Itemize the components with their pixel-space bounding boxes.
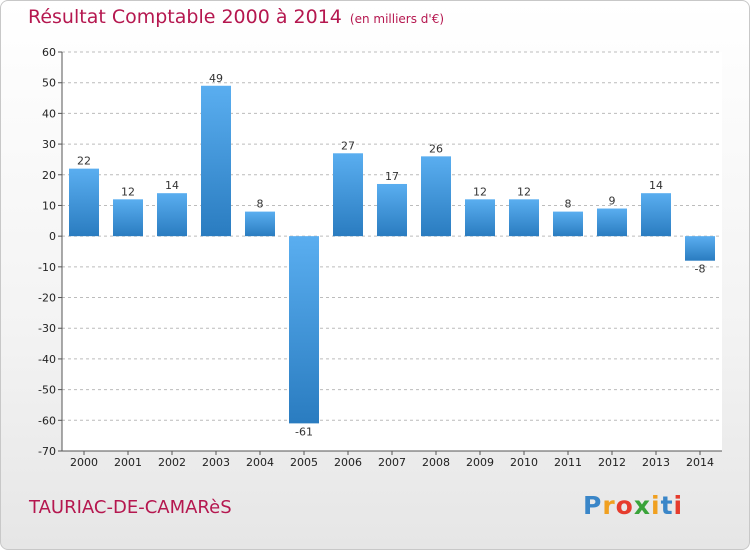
x-tick-label-2008: 2008 — [422, 456, 450, 469]
bar-2000 — [69, 168, 99, 237]
y-tick-label: -20 — [38, 292, 56, 305]
bar-2008 — [421, 156, 451, 237]
x-tick-label-2002: 2002 — [158, 456, 186, 469]
bar-2002 — [157, 193, 187, 237]
data-label-2013: 14 — [649, 179, 663, 192]
x-tick-label-2006: 2006 — [334, 456, 362, 469]
y-tick-label: 0 — [49, 230, 56, 243]
bar-2013 — [641, 193, 671, 237]
x-tick-label-2009: 2009 — [466, 456, 494, 469]
commune-name: TAURIAC-DE-CAMARèS — [29, 497, 232, 518]
data-label-2003: 49 — [209, 72, 223, 85]
y-tick-label: -50 — [38, 384, 56, 397]
bar-2004 — [245, 211, 275, 237]
x-tick-label-2013: 2013 — [642, 456, 670, 469]
logo-letter: r — [602, 491, 616, 520]
x-tick-label-2001: 2001 — [114, 456, 142, 469]
y-tick-label: -60 — [38, 414, 56, 427]
data-label-2005: -61 — [295, 425, 313, 438]
data-label-2014: -8 — [695, 263, 706, 276]
y-tick-label: 60 — [42, 46, 56, 59]
x-tick-label-2005: 2005 — [290, 456, 318, 469]
data-label-2007: 17 — [385, 170, 399, 183]
x-tick-label-2003: 2003 — [202, 456, 230, 469]
chart-subtitle: (en milliers d'€) — [349, 12, 445, 26]
bar-2007 — [377, 183, 407, 237]
bar-2006 — [333, 153, 363, 237]
logo-letter: o — [615, 491, 634, 520]
x-tick-label-2004: 2004 — [246, 456, 274, 469]
y-tick-label: 20 — [42, 169, 56, 182]
x-tick-label-2010: 2010 — [510, 456, 538, 469]
y-tick-label: -10 — [38, 261, 56, 274]
y-tick-label: -40 — [38, 353, 56, 366]
y-tick-label: 50 — [42, 77, 56, 90]
y-tick-label: 40 — [42, 107, 56, 120]
bar-2009 — [465, 199, 495, 237]
logo-letter: i — [651, 491, 661, 520]
bar-2003 — [201, 85, 231, 237]
chart-title: Résultat Comptable 2000 à 2014 (en millie… — [28, 6, 444, 28]
data-label-2000: 22 — [77, 155, 91, 168]
y-tick-label: -70 — [38, 445, 56, 458]
logo-letter: t — [660, 491, 674, 520]
data-label-2009: 12 — [473, 185, 487, 198]
x-tick-label-2012: 2012 — [598, 456, 626, 469]
data-label-2012: 9 — [609, 195, 616, 208]
data-label-2006: 27 — [341, 139, 355, 152]
plot-area — [62, 52, 722, 451]
bar-2005 — [289, 236, 319, 424]
data-label-2011: 8 — [565, 198, 572, 211]
data-label-2010: 12 — [517, 185, 531, 198]
data-label-2002: 14 — [165, 179, 179, 192]
logo-letter: P — [583, 491, 603, 520]
y-tick-label: 30 — [42, 138, 56, 151]
bar-2001 — [113, 199, 143, 237]
bar-2014 — [685, 236, 715, 261]
x-tick-label-2000: 2000 — [70, 456, 98, 469]
x-tick-label-2014: 2014 — [686, 456, 714, 469]
bar-2012 — [597, 208, 627, 237]
proxiti-logo: Proxiti — [583, 491, 683, 520]
logo-letter: x — [633, 491, 651, 520]
data-label-2008: 26 — [429, 142, 443, 155]
data-label-2001: 12 — [121, 185, 135, 198]
y-tick-label: -30 — [38, 322, 56, 335]
data-label-2004: 8 — [257, 198, 264, 211]
logo-letter: i — [673, 491, 684, 520]
x-tick-label-2007: 2007 — [378, 456, 406, 469]
x-tick-label-2011: 2011 — [554, 456, 582, 469]
bar-2011 — [553, 211, 583, 237]
chart-title-text: Résultat Comptable 2000 à 2014 — [28, 6, 342, 28]
bar-2010 — [509, 199, 539, 237]
y-tick-label: 10 — [42, 199, 56, 212]
